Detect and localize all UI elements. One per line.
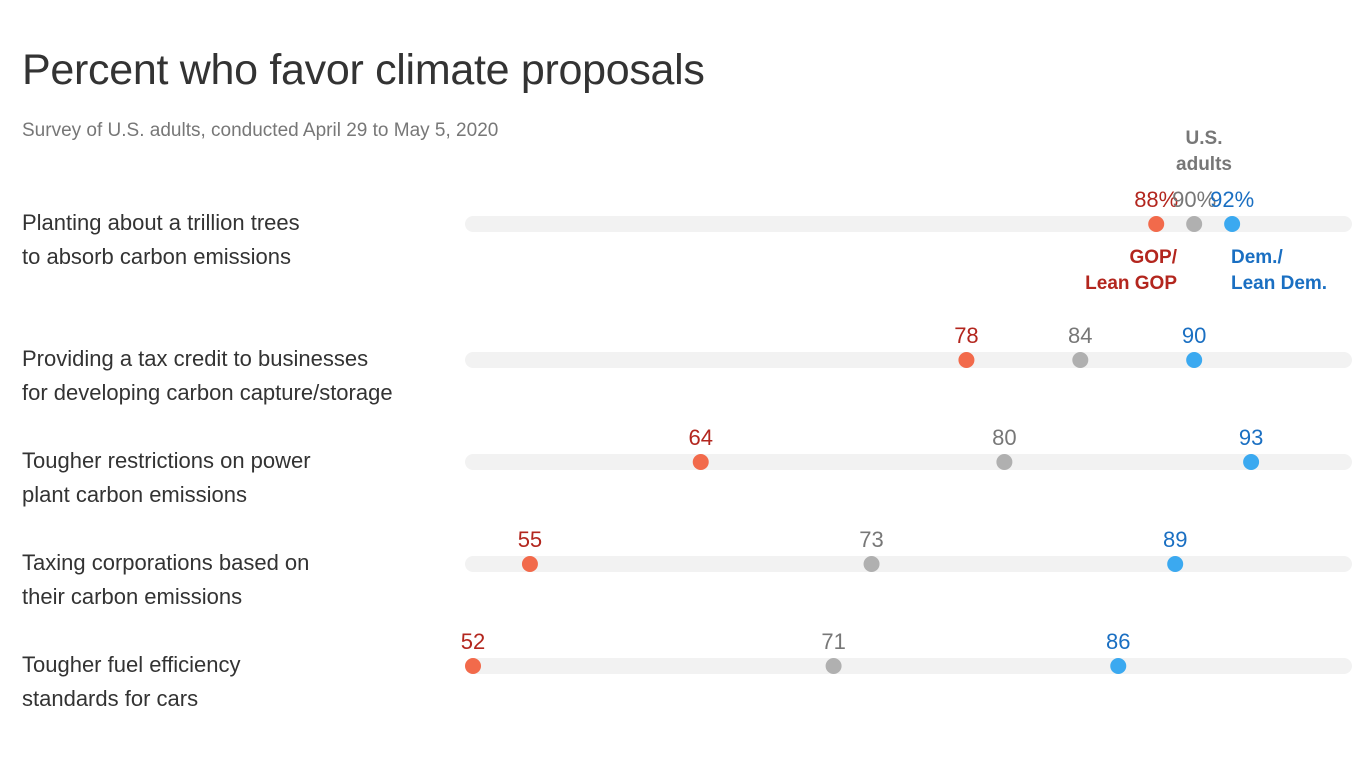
row-label-fuel-efficiency: Tougher fuel efficiency standards for ca… (22, 648, 241, 716)
us-value-label: 71 (821, 629, 845, 654)
row-label-line: standards for cars (22, 686, 199, 711)
legend-us-line: U.S. (1185, 128, 1223, 149)
gop-dot (465, 658, 481, 674)
legend-gop-line: GOP/ (1129, 247, 1177, 268)
dem-value-label: 92% (1210, 187, 1254, 212)
row-track (465, 658, 1352, 674)
us-dot (1186, 216, 1203, 232)
chart-subtitle: Survey of U.S. adults, conducted April 2… (22, 120, 499, 141)
row-track (465, 556, 1352, 572)
legend-dem-line: Dem./ (1231, 247, 1283, 268)
dem-dot (1243, 454, 1260, 470)
row-label-tax-corporations: Taxing corporations based on their carbo… (22, 546, 309, 614)
gop-value-label: 55 (518, 527, 542, 552)
row-label-line: Tougher restrictions on power (22, 448, 311, 473)
row-label-trees: Planting about a trillion trees to absor… (22, 206, 300, 274)
legend-dem-line: Lean Dem. (1231, 273, 1328, 294)
gop-dot (958, 352, 975, 368)
us-dot (1072, 352, 1089, 368)
dem-dot (1167, 556, 1184, 572)
row-label-tax-credit: Providing a tax credit to businesses for… (22, 342, 393, 410)
row-label-power-plant: Tougher restrictions on power plant carb… (22, 444, 311, 512)
gop-dot (692, 454, 709, 470)
us-value-label: 84 (1068, 323, 1092, 348)
legend-gop: GOP/ Lean GOP (1050, 245, 1177, 297)
dem-dot (1224, 216, 1241, 232)
dem-value-label: 93 (1239, 425, 1263, 450)
row-label-line: Planting about a trillion trees (22, 210, 300, 235)
row-track (465, 454, 1352, 470)
dem-value-label: 86 (1106, 629, 1130, 654)
legend-us-adults: U.S. adults (1156, 126, 1252, 178)
row-label-line: Providing a tax credit to businesses (22, 346, 369, 371)
us-dot (825, 658, 842, 674)
legend-gop-line: Lean GOP (1085, 273, 1177, 294)
gop-value-label: 78 (954, 323, 978, 348)
us-value-label: 73 (859, 527, 883, 552)
chart-title: Percent who favor climate proposals (22, 46, 705, 94)
gop-dot (1148, 216, 1165, 232)
gop-dot (521, 556, 538, 572)
gop-value-label: 64 (688, 425, 712, 450)
us-dot (996, 454, 1013, 470)
dem-dot (1186, 352, 1203, 368)
legend-dem: Dem./ Lean Dem. (1231, 245, 1327, 297)
us-value-label: 80 (992, 425, 1016, 450)
row-label-line: Tougher fuel efficiency (22, 652, 241, 677)
gop-value-label: 88% (1134, 187, 1178, 212)
row-label-line: Taxing corporations based on (22, 550, 310, 575)
dem-dot (1110, 658, 1127, 674)
legend-us-line: adults (1176, 154, 1232, 175)
row-label-line: to absorb carbon emissions (22, 244, 292, 269)
row-track (465, 216, 1352, 232)
dem-value-label: 89 (1163, 527, 1187, 552)
row-track (465, 352, 1352, 368)
row-label-line: for developing carbon capture/storage (22, 380, 393, 405)
us-value-label: 90% (1172, 187, 1216, 212)
row-label-line: plant carbon emissions (22, 482, 248, 507)
us-dot (863, 556, 880, 572)
gop-value-label: 52 (461, 629, 485, 654)
dem-value-label: 90 (1182, 323, 1206, 348)
row-label-line: their carbon emissions (22, 584, 243, 609)
